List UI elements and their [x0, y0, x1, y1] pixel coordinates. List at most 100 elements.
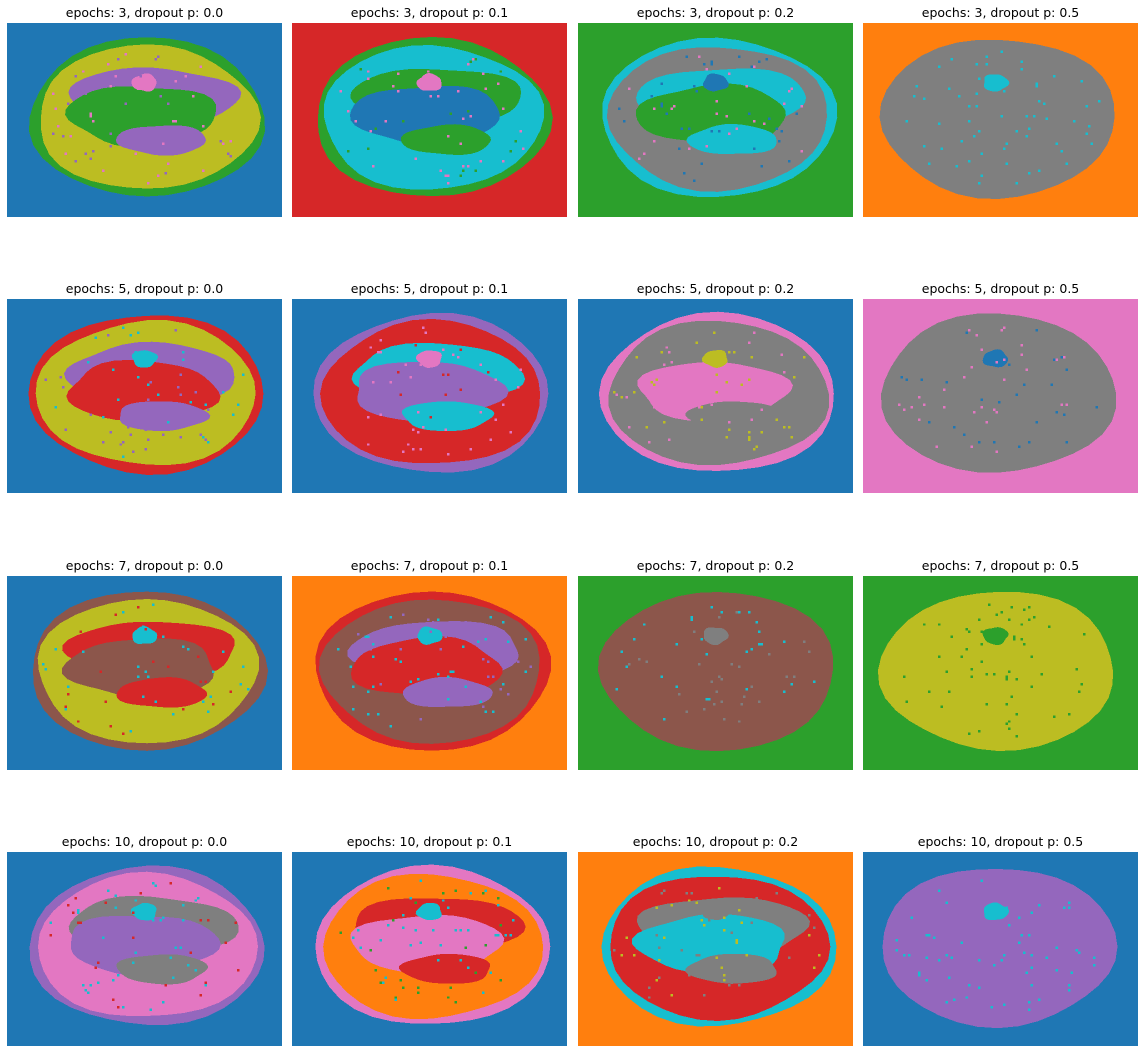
speckle-pixel — [945, 381, 948, 384]
speckle-pixel — [698, 663, 701, 666]
speckle-pixel — [620, 396, 623, 399]
speckle-pixel — [239, 682, 242, 686]
speckle-pixel — [625, 936, 628, 940]
speckle-pixel — [474, 971, 477, 974]
speckle-pixel — [1003, 378, 1006, 382]
speckle-pixel — [700, 162, 703, 165]
lower-region — [688, 677, 779, 709]
speckle-pixel — [469, 115, 472, 118]
speckle-pixel — [519, 368, 522, 372]
speckle-pixel — [1085, 105, 1088, 108]
speckle-pixel — [524, 638, 527, 641]
speckle-pixel — [615, 687, 618, 691]
speckle-pixel — [760, 430, 763, 434]
speckle-pixel — [149, 682, 152, 686]
lower-region — [119, 401, 211, 432]
speckle-pixel — [1030, 966, 1033, 969]
spot-region — [982, 627, 1009, 646]
lower-region — [116, 677, 208, 708]
speckle-pixel — [1013, 638, 1016, 641]
speckle-pixel — [237, 403, 240, 406]
speckle-pixel — [953, 998, 956, 1002]
speckle-pixel — [189, 351, 192, 354]
speckle-pixel — [207, 440, 210, 444]
speckle-pixel — [179, 373, 182, 377]
speckle-pixel — [1005, 142, 1008, 145]
speckle-pixel — [442, 891, 445, 895]
speckle-pixel — [187, 648, 190, 651]
speckle-pixel — [730, 981, 733, 984]
speckle-pixel — [735, 127, 738, 130]
speckle-pixel — [938, 122, 941, 125]
speckle-pixel — [723, 973, 726, 977]
speckle-pixel — [728, 351, 731, 354]
speckle-pixel — [467, 110, 470, 113]
speckle-pixel — [1068, 901, 1071, 905]
speckle-pixel — [352, 707, 355, 711]
speckle-pixel — [102, 936, 105, 940]
speckle-pixel — [447, 906, 450, 910]
speckle-pixel — [379, 338, 382, 342]
speckle-pixel — [723, 978, 726, 982]
speckle-pixel — [147, 675, 150, 678]
speckle-pixel — [397, 630, 400, 634]
speckle-pixel — [783, 914, 786, 917]
speckle-pixel — [928, 420, 931, 424]
speckle-pixel — [725, 435, 728, 439]
speckle-pixel — [437, 673, 440, 676]
speckle-pixel — [628, 425, 631, 429]
speckle-pixel — [509, 934, 512, 937]
speckle-pixel — [144, 670, 147, 673]
speckle-pixel — [347, 418, 350, 421]
lower-region — [969, 678, 1060, 709]
speckle-pixel — [985, 55, 988, 58]
speckle-pixel — [690, 891, 693, 895]
speckle-pixel — [638, 658, 641, 661]
speckle-pixel — [973, 134, 976, 138]
speckle-pixel — [377, 712, 380, 716]
speckle-pixel — [137, 376, 140, 379]
speckle-pixel — [422, 326, 425, 329]
speckle-pixel — [137, 87, 140, 91]
speckle-pixel — [457, 90, 460, 93]
speckle-pixel — [1018, 916, 1021, 920]
speckle-pixel — [449, 986, 452, 989]
speckle-pixel — [695, 90, 698, 93]
speckle-pixel — [494, 934, 497, 937]
speckle-pixel — [419, 879, 422, 882]
speckle-pixel — [479, 430, 482, 434]
speckle-pixel — [447, 697, 450, 701]
speckle-pixel — [668, 438, 671, 441]
speckle-pixel — [402, 926, 405, 930]
speckle-pixel — [1028, 605, 1031, 609]
speckle-pixel — [132, 936, 135, 940]
speckle-pixel — [82, 70, 85, 73]
speckle-pixel — [137, 665, 140, 669]
speckle-pixel — [918, 396, 921, 399]
speckle-pixel — [1033, 615, 1036, 619]
speckle-pixel — [1045, 117, 1048, 120]
speckle-pixel — [708, 919, 711, 922]
panel-title: epochs: 7, dropout p: 0.2 — [636, 558, 795, 573]
speckle-pixel — [1083, 633, 1086, 636]
speckle-pixel — [447, 996, 450, 999]
speckle-pixel — [229, 139, 232, 143]
speckle-pixel — [660, 105, 663, 108]
segmentation-map — [7, 23, 282, 217]
speckle-pixel — [1073, 120, 1076, 123]
speckle-pixel — [89, 983, 92, 987]
speckle-pixel — [114, 894, 117, 897]
speckle-pixel — [64, 707, 67, 711]
speckle-pixel — [745, 650, 748, 654]
speckle-pixel — [444, 635, 447, 639]
speckle-pixel — [379, 981, 382, 984]
speckle-pixel — [1068, 906, 1071, 910]
speckle-pixel — [109, 725, 112, 728]
speckle-pixel — [372, 381, 375, 384]
speckle-pixel — [442, 899, 445, 902]
speckle-pixel — [715, 112, 718, 116]
speckle-pixel — [492, 675, 495, 678]
speckle-pixel — [194, 968, 197, 972]
speckle-pixel — [903, 953, 906, 957]
speckle-pixel — [347, 149, 350, 153]
